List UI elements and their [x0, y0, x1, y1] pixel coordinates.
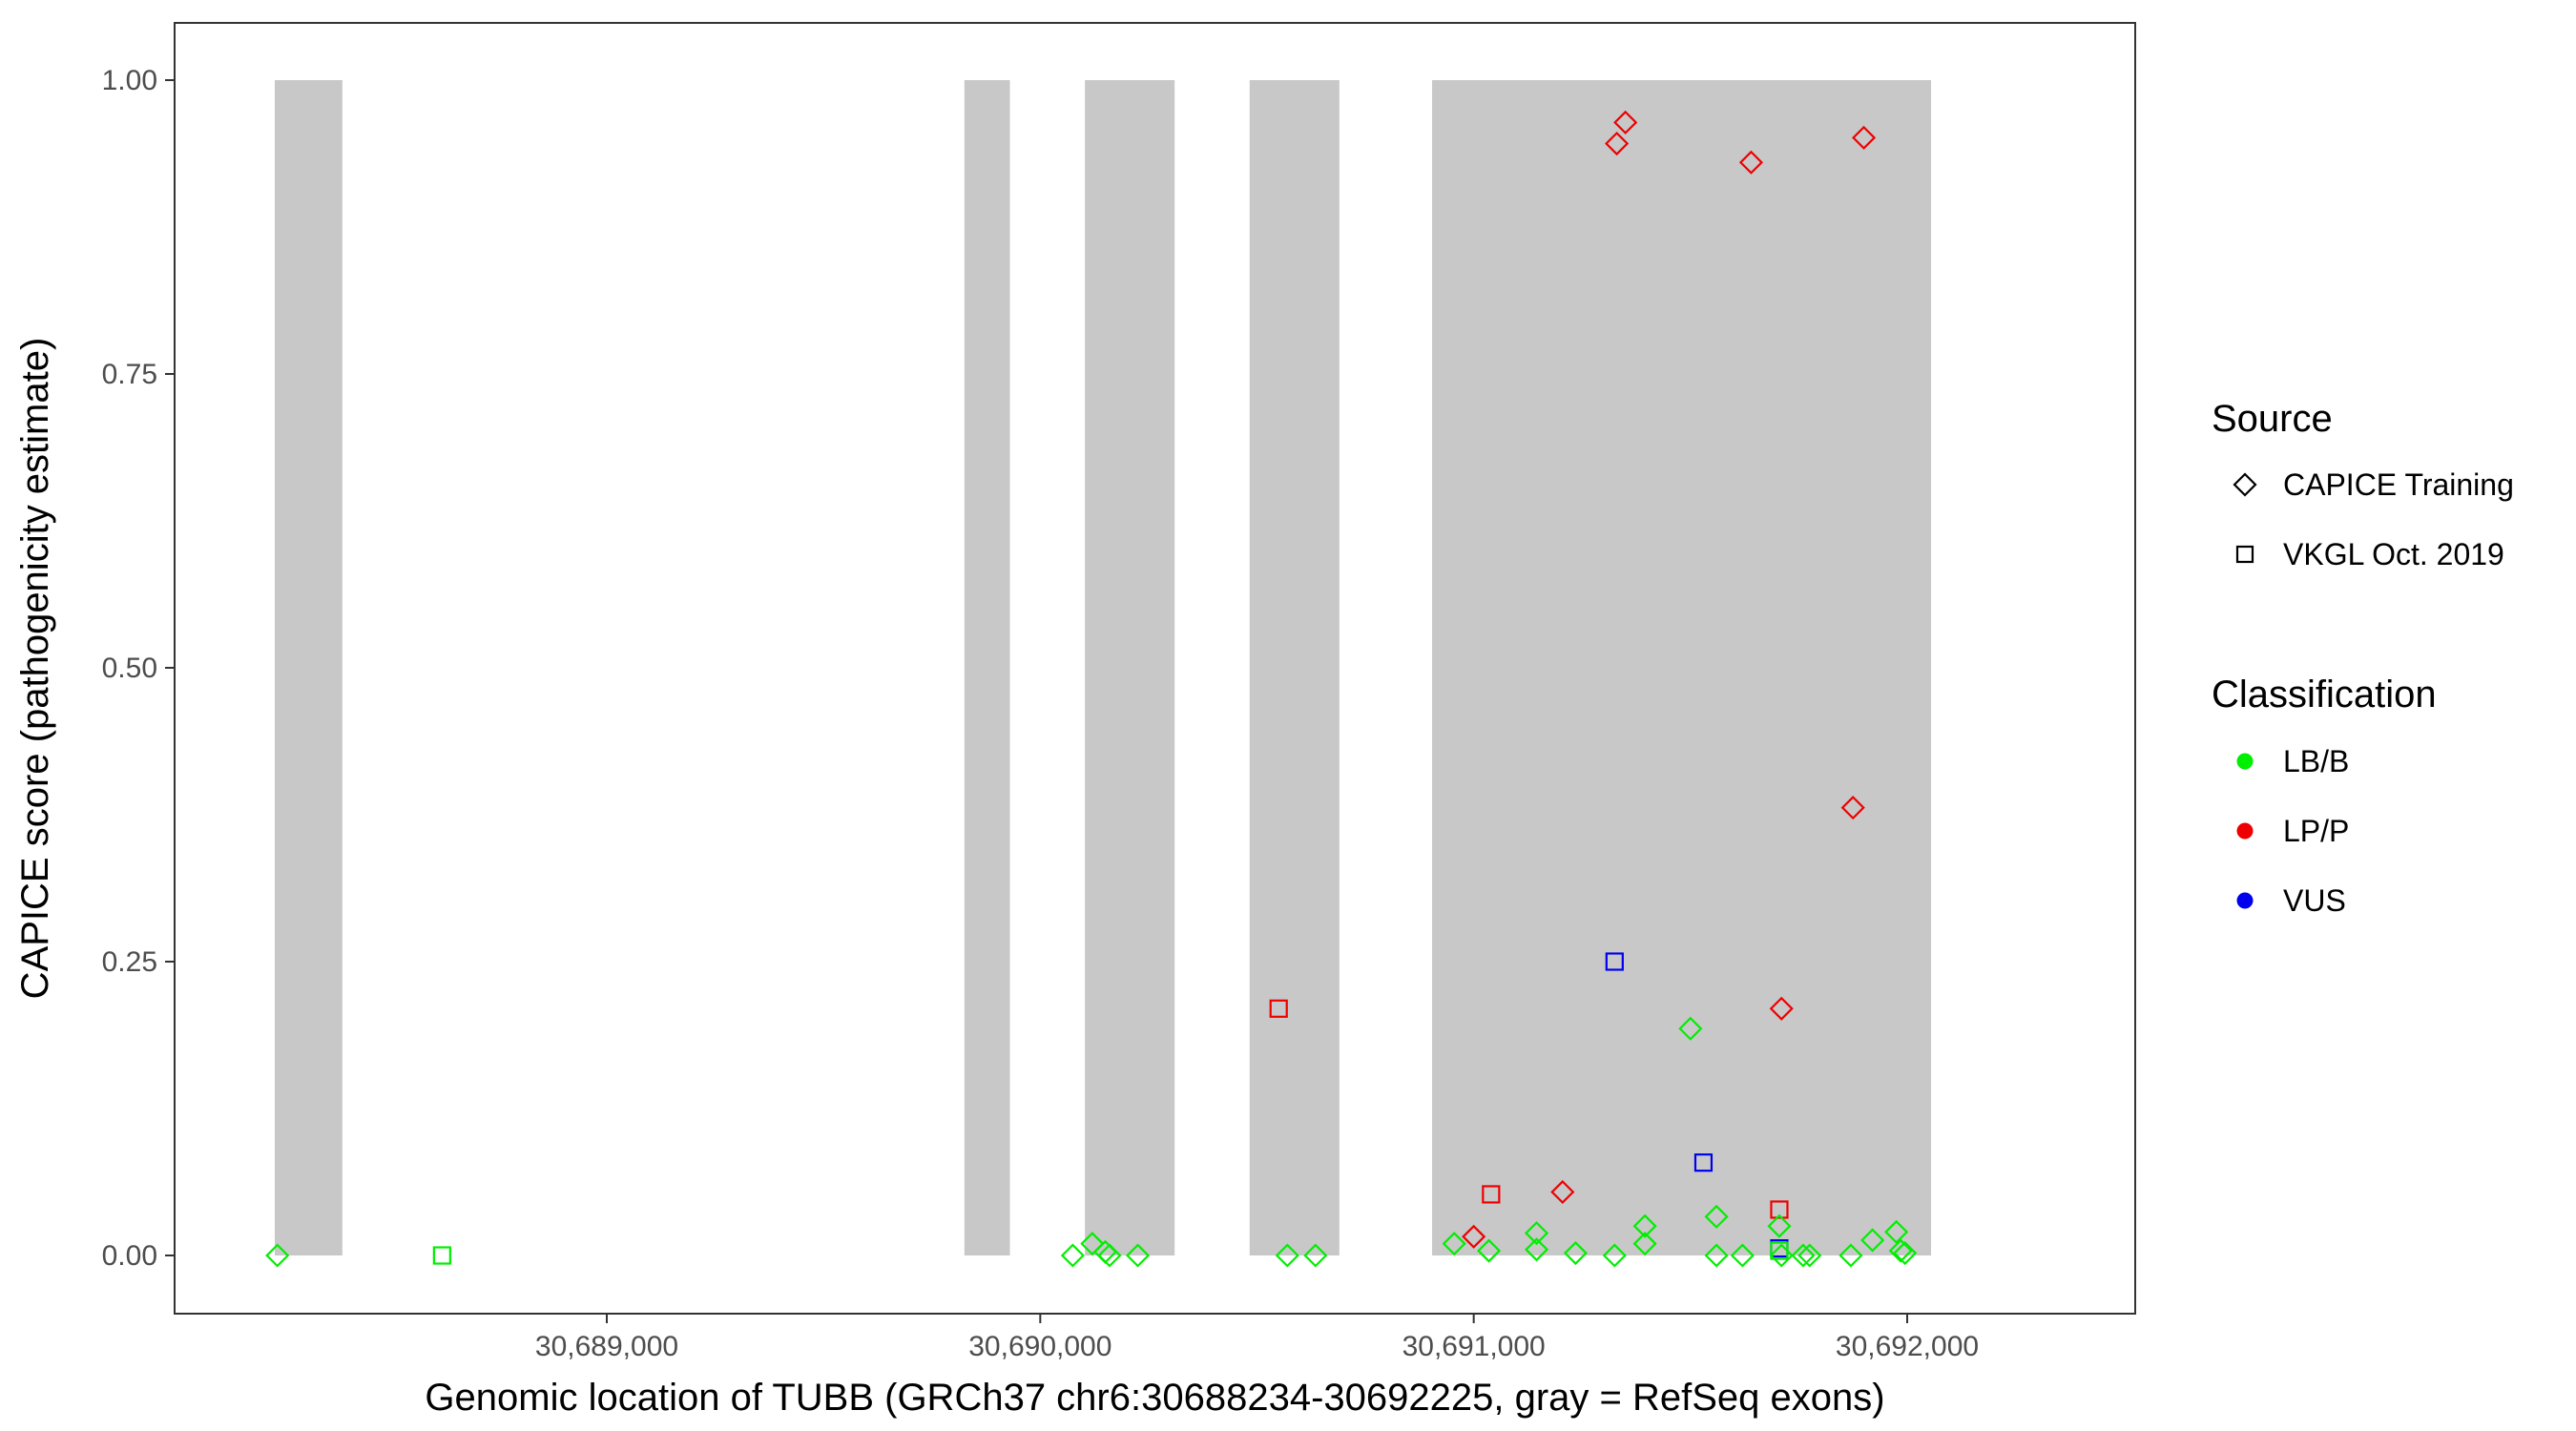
data-point	[1126, 1243, 1151, 1268]
legend-classification: Classification LB/B LP/P VUS	[2212, 674, 2437, 918]
x-tick-label: 30,690,000	[968, 1331, 1111, 1362]
data-point	[1797, 1243, 1822, 1268]
exon-bar	[274, 80, 343, 1255]
data-point	[1769, 1243, 1794, 1268]
legend-key-square	[2235, 545, 2254, 564]
data-point	[432, 1246, 451, 1265]
x-axis-title: Genomic location of TUBB (GRCh37 chr6:30…	[425, 1377, 1884, 1419]
data-point	[1605, 131, 1630, 156]
data-point	[1080, 1232, 1105, 1256]
data-point	[1632, 1213, 1657, 1238]
exon-bar	[1249, 80, 1340, 1255]
x-tick-label: 30,691,000	[1402, 1331, 1546, 1362]
data-point	[1060, 1243, 1085, 1268]
legend-classification-label: VUS	[2283, 883, 2346, 918]
y-tick-label: 0.25	[102, 946, 157, 978]
data-point	[1704, 1243, 1729, 1268]
legend-classification-label: LB/B	[2283, 744, 2349, 778]
axes-layer: 30,689,000 30,690,000 30,691,000 30,692,000…	[102, 65, 1979, 1362]
legend-classification-label: LP/P	[2283, 814, 2349, 848]
data-point	[1550, 1179, 1575, 1205]
data-point	[1860, 1228, 1885, 1253]
data-point	[1524, 1237, 1549, 1262]
data-point	[1704, 1204, 1729, 1229]
data-point	[1769, 996, 1794, 1021]
data-point	[1693, 1153, 1714, 1172]
y-tick-label: 1.00	[102, 65, 157, 96]
data-point	[1770, 1200, 1789, 1219]
data-point	[1738, 150, 1763, 175]
legend-key-diamond	[2233, 472, 2257, 497]
x-tick-label: 30,689,000	[535, 1331, 678, 1362]
data-point	[1097, 1243, 1122, 1268]
points-layer	[265, 110, 1918, 1268]
legend-key-dot	[2236, 753, 2254, 770]
exon-bar	[1085, 80, 1175, 1255]
data-point	[1613, 110, 1638, 135]
data-point	[1524, 1221, 1549, 1246]
data-point	[1275, 1243, 1299, 1268]
y-tick-label: 0.50	[102, 653, 157, 684]
legend-key-dot	[2236, 822, 2254, 840]
data-point	[1730, 1243, 1755, 1268]
legend-classification-title: Classification	[2212, 674, 2437, 716]
data-point	[1632, 1232, 1657, 1256]
data-point	[1839, 1243, 1863, 1268]
data-point	[1840, 796, 1865, 820]
data-point	[1893, 1240, 1918, 1266]
y-axis-title: CAPICE score (pathogenicity estimate)	[14, 338, 56, 1000]
data-point	[1602, 1243, 1627, 1268]
legend-source: Source CAPICE Training VKGL Oct. 2019	[2212, 398, 2514, 571]
legend-source-title: Source	[2212, 398, 2333, 440]
legend-source-label: VKGL Oct. 2019	[2283, 537, 2504, 571]
data-point	[1888, 1238, 1913, 1263]
legend-source-label: CAPICE Training	[2283, 467, 2514, 502]
y-tick-label: 0.00	[102, 1240, 157, 1272]
legend-key-dot	[2236, 892, 2254, 909]
data-point	[1791, 1243, 1816, 1268]
data-point	[1852, 125, 1877, 150]
data-point	[265, 1243, 290, 1268]
data-point	[1269, 999, 1288, 1018]
exons-layer	[274, 80, 1931, 1255]
x-tick-label: 30,692,000	[1836, 1331, 1979, 1362]
data-point	[1605, 952, 1624, 971]
y-tick-label: 0.75	[102, 359, 157, 390]
data-point	[1563, 1240, 1588, 1266]
data-point	[1442, 1232, 1466, 1256]
exon-bar	[1432, 80, 1931, 1255]
exon-bar	[964, 80, 1010, 1255]
data-point	[1477, 1238, 1502, 1263]
data-point	[1678, 1016, 1703, 1041]
data-point	[1884, 1219, 1909, 1244]
data-point	[1767, 1213, 1792, 1238]
data-point	[1482, 1185, 1501, 1204]
data-point	[1462, 1224, 1486, 1249]
data-point	[1303, 1243, 1328, 1268]
